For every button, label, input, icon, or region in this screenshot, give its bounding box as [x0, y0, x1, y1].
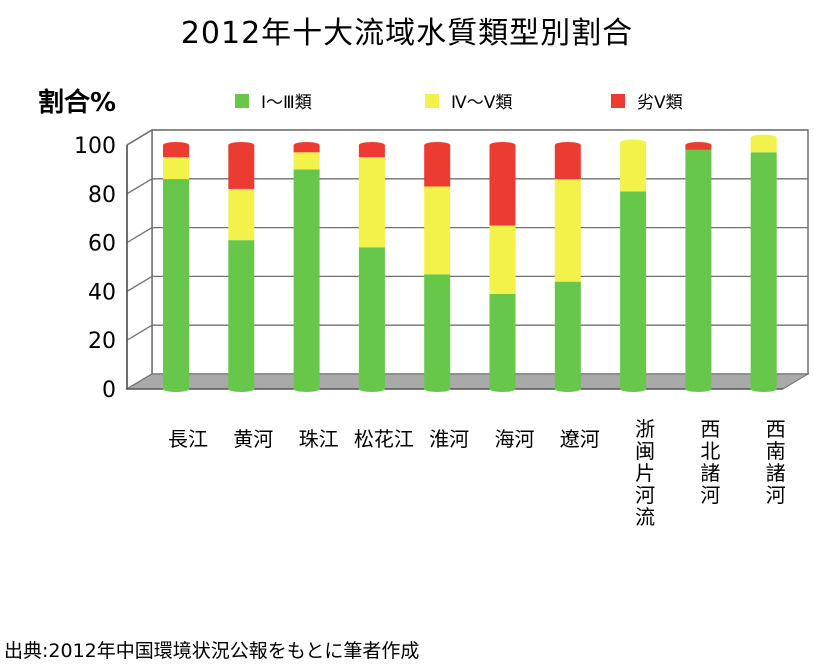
y-tick-label: 0: [102, 378, 116, 403]
bar-base: [489, 386, 516, 392]
bar-top: [554, 142, 581, 148]
legend-label: Ⅳ～Ⅴ類: [451, 93, 512, 113]
x-tick-label: 松花江: [354, 427, 414, 451]
bar-base: [620, 386, 647, 392]
bar-segment: [424, 186, 451, 275]
gridline-side: [126, 129, 153, 146]
x-tick-label: 珠江: [299, 427, 339, 451]
x-tick-label: 西北諸河: [700, 417, 720, 507]
bar-base: [293, 386, 320, 392]
y-tick-label: 20: [88, 329, 116, 354]
legend-swatch: [611, 94, 625, 108]
bar-base: [554, 386, 581, 392]
bar-base: [358, 386, 385, 392]
gridline-side: [126, 227, 153, 244]
bar-segment: [620, 142, 647, 192]
bar-segment: [228, 188, 255, 241]
bar-segment: [228, 240, 255, 389]
bar-segment: [489, 145, 516, 226]
x-tick-label: 長江: [168, 427, 208, 451]
bar-segment: [554, 145, 581, 180]
bar-segment: [293, 145, 320, 153]
bar-top: [685, 142, 712, 148]
y-tick-label: 80: [88, 183, 116, 208]
bar-segment: [163, 157, 189, 180]
x-tick-label: 浙闽片河流: [635, 417, 655, 529]
bar-segment: [554, 281, 581, 389]
x-tick-label: 海河: [495, 427, 535, 451]
bar-segment: [554, 179, 581, 282]
bar-base: [424, 386, 451, 392]
bar-segment: [685, 149, 712, 389]
bar-top: [489, 142, 516, 148]
bar-segment: [293, 152, 320, 170]
bar-segment: [620, 191, 647, 389]
x-tick-label: 遼河: [560, 427, 600, 451]
source-note: 出典:2012年中国環境状況公報をもとに筆者作成: [4, 640, 420, 662]
legend-swatch: [235, 94, 249, 108]
bar-segment: [424, 274, 451, 389]
page-title: 2012年十大流域水質類型別割合: [180, 16, 634, 51]
bar-segment: [489, 225, 516, 294]
legend-label: Ⅰ～Ⅲ類: [261, 93, 312, 113]
gridline-side: [126, 275, 153, 292]
bar-top: [750, 134, 777, 141]
bar-top: [293, 142, 320, 148]
bar-segment: [424, 145, 451, 187]
bar-base: [228, 386, 255, 392]
bar-segment: [228, 145, 255, 189]
y-tick-label: 60: [88, 232, 116, 257]
plot-side-wall: [126, 128, 153, 391]
gridline-side: [126, 178, 153, 195]
bar-segment: [163, 145, 189, 158]
bar-segment: [358, 157, 385, 248]
bar-top: [620, 139, 647, 146]
bar-segment: [358, 145, 385, 158]
bar-segment: [750, 152, 777, 389]
bar-top: [228, 142, 255, 148]
y-axis-title: 割合%: [38, 87, 116, 118]
bar-segment: [489, 293, 516, 389]
bar-top: [163, 142, 189, 148]
x-tick-label: 西南諸河: [766, 417, 786, 507]
x-tick-label: 黄河: [233, 427, 273, 451]
bar-top: [358, 142, 385, 148]
legend-swatch: [425, 94, 439, 108]
bar-segment: [358, 247, 385, 389]
bar-base: [750, 386, 777, 392]
y-tick-label: 40: [88, 280, 116, 305]
bar-segment: [293, 169, 320, 389]
gridline-side: [126, 324, 153, 341]
bar-top: [424, 142, 451, 148]
bar-base: [163, 386, 189, 392]
y-tick-label: 100: [74, 134, 116, 159]
x-tick-label: 淮河: [429, 427, 469, 451]
legend-label: 劣Ⅴ類: [637, 93, 683, 113]
bar-segment: [163, 179, 189, 389]
bar-base: [685, 386, 712, 392]
bar-segment: [750, 137, 777, 153]
